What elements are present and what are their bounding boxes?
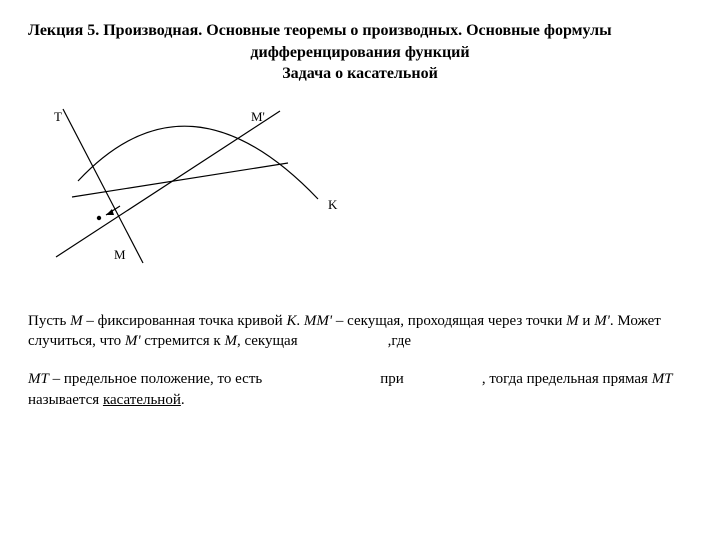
body-text: Пусть М – фиксированная точка кривой К. … (28, 311, 692, 410)
p2-MT2: МТ (652, 371, 673, 387)
p2-underlined: касательной (103, 392, 181, 408)
p1-t2: . (296, 313, 304, 329)
svg-text:M': M' (251, 109, 265, 124)
p1-t6: стремится к (141, 333, 225, 349)
p2-t3: , тогда предельная прямая (482, 371, 652, 387)
p1-M2: М (566, 313, 579, 329)
p1-t7: , секущая (237, 333, 298, 349)
p1-pre: Пусть (28, 313, 70, 329)
paragraph-1: Пусть М – фиксированная точка кривой К. … (28, 311, 692, 352)
p2-t4: называется (28, 392, 103, 408)
paragraph-2: МТ – предельное положение, то есть при , т… (28, 369, 692, 410)
p1-Mp2: М' (125, 333, 141, 349)
p2-t2: при (380, 371, 404, 387)
p1-t3: – секущая, проходящая через точки (332, 313, 566, 329)
svg-text:K: K (328, 197, 338, 212)
title-block: Лекция 5. Производная. Основные теоремы … (28, 20, 692, 85)
svg-text:M: M (114, 247, 126, 262)
p1-t8: ,где (388, 333, 411, 349)
svg-text:T: T (54, 109, 62, 124)
diagram-svg: T M' K M (28, 91, 388, 271)
p1-M3: М (224, 333, 237, 349)
p2-MT: МТ (28, 371, 49, 387)
title-line-2: дифференцирования функций (28, 42, 692, 64)
p1-K: К (286, 313, 296, 329)
tangent-diagram: T M' K M (28, 91, 692, 271)
p1-Mp: М' (594, 313, 610, 329)
p2-t5: . (181, 392, 185, 408)
p1-t1: – фиксированная точка кривой (83, 313, 287, 329)
p1-t4: и (579, 313, 595, 329)
p1-MMp: ММ' (304, 313, 332, 329)
p1-M: М (70, 313, 83, 329)
p2-t1: – предельное положение, то есть (49, 371, 262, 387)
title-line-1: Лекция 5. Производная. Основные теоремы … (28, 20, 692, 42)
title-line-3: Задача о касательной (28, 63, 692, 85)
